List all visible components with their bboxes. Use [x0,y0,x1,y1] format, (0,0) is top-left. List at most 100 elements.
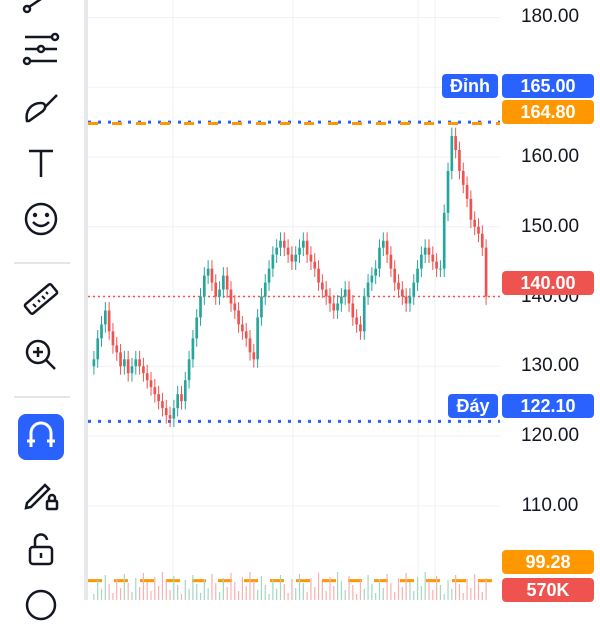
candle-body [267,268,271,283]
volume-bar [158,586,160,600]
volume-bar [363,589,365,600]
volume-bar [116,579,118,600]
volume-bar [203,579,205,600]
candle-body [256,317,259,360]
ruler-tool[interactable] [18,278,64,324]
volume-bar [420,586,422,600]
candle-body [282,240,286,248]
volume-bar [466,579,468,600]
fib-tool[interactable] [18,28,64,74]
candle-body [473,219,477,227]
candle-body [374,268,378,276]
candle-body [359,324,362,332]
candle-body [252,352,256,360]
volume-bar [188,589,190,600]
candle-body [157,394,160,402]
volume-bar [371,584,373,600]
candle-body [290,254,294,262]
candle-body [385,240,389,255]
volume-bar [306,592,308,600]
magnet-tool[interactable] [18,414,64,460]
volume-bar [298,574,301,600]
candle-body [183,380,187,402]
candle-body [123,359,126,367]
volume-bar [397,578,400,600]
candle-body [119,352,122,367]
candle-body [420,254,423,269]
candle-body [96,338,100,360]
volume-bar [451,589,453,600]
volume-bar [386,574,388,600]
candle-body [161,401,164,409]
volume-bar [409,582,411,600]
volume-bar [474,574,476,600]
volume-bar [287,593,289,600]
candle-body [191,338,195,360]
candle-body [461,170,465,185]
volume-bar [283,584,285,600]
candle-body [206,268,210,276]
top-label-tag: Đỉnh [442,74,498,98]
volume-bar [462,593,464,600]
candle-body [328,296,332,304]
volume-bar [272,580,274,600]
volume-bar [180,594,183,600]
candle-body [100,324,103,339]
candle-body [336,303,339,311]
bottom-label-tag: Đáy [448,394,498,418]
volume-bar [470,588,472,600]
candle-body [210,268,214,283]
candle-body [244,331,248,339]
volume-bar [257,590,259,600]
volume-value: 570K [526,580,570,600]
candle-body [241,324,244,332]
text-tool[interactable] [18,142,64,188]
volume-bar [215,583,217,600]
volume-bar [340,581,343,600]
current-price-tag: 140.00 [502,271,594,295]
candle-body [199,296,202,318]
volume-bar [416,577,419,600]
candle-body [263,282,267,297]
candlestick-chart[interactable] [88,0,500,600]
volume-bar [135,578,137,600]
volume-bar [226,587,228,600]
lock-drawing-tool[interactable] [18,472,64,518]
volume-bar [196,584,198,600]
price-chart[interactable] [88,0,500,600]
candle-body [180,394,183,402]
candle-body [248,338,252,353]
candle-body [286,247,290,255]
trend-line-tool[interactable] [18,0,64,24]
volume-bar [443,594,445,600]
emoji-tool[interactable] [18,198,64,244]
candle-body [195,317,199,339]
more-tool[interactable] [18,584,64,630]
price-tick-label: 110.00 [521,494,579,516]
unlock-tool[interactable] [18,528,64,574]
volume-bar [413,591,415,600]
volume-bar [154,577,156,600]
candle-body [168,415,172,419]
candle-body [164,408,168,416]
ruler-icon [21,279,61,324]
candle-body [115,345,119,353]
fib-retracement-icon [21,29,61,74]
candle-body [260,296,263,318]
brush-tool[interactable] [18,86,64,132]
candle-body [404,296,408,304]
volume-bar [481,592,483,600]
candle-body [454,136,457,150]
settings-icon [21,585,61,630]
zoom-tool[interactable] [18,334,64,380]
candle-body [366,282,370,297]
volume-bar [424,572,426,600]
volume-bar [485,578,487,600]
volume-bar [119,588,122,600]
candle-body [469,198,473,220]
volume-bar [455,575,457,600]
volume-bar [169,590,171,600]
candle-body [225,275,229,290]
candle-body [378,247,381,269]
volume-bar [173,576,175,600]
